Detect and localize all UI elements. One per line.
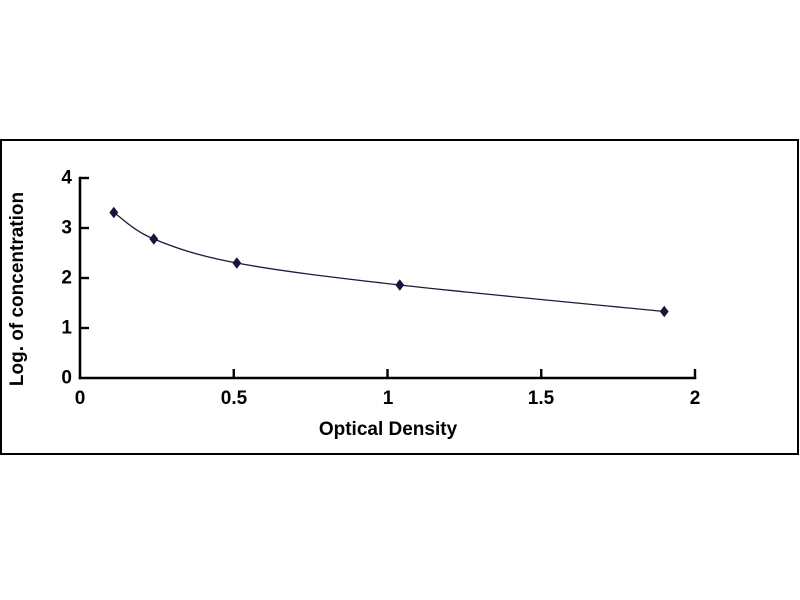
x-tick-label-2: 1 — [382, 388, 394, 409]
chart-outer-frame — [0, 139, 799, 455]
y-tick-label-3: 3 — [61, 217, 72, 239]
x-tick-label-4: 2 — [689, 388, 701, 409]
x-tick-label-1: 0.5 — [220, 388, 248, 409]
x-tick-label-0: 0 — [74, 388, 86, 409]
x-tick-label-3: 1.5 — [527, 388, 555, 409]
y-axis-title: Log. of concentration — [7, 191, 28, 387]
x-axis-title: Optical Density — [0, 419, 800, 441]
x-axis-title-text: Optical Density — [318, 419, 458, 440]
y-tick-label-4: 4 — [61, 167, 72, 189]
y-tick-label-0: 0 — [61, 367, 72, 389]
y-tick-label-2: 2 — [61, 267, 72, 289]
y-tick-label-1: 1 — [61, 317, 72, 339]
